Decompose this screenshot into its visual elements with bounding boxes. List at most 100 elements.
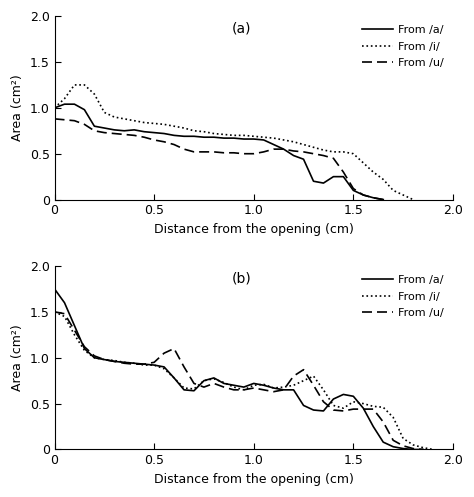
- From /a/: [281, 146, 286, 152]
- From /i/: [271, 135, 276, 141]
- From /i/: [201, 378, 207, 384]
- From /i/: [62, 314, 67, 320]
- From /i/: [201, 129, 207, 135]
- From /i/: [101, 109, 107, 115]
- From /a/: [62, 300, 67, 306]
- From /a/: [72, 101, 77, 107]
- From /u/: [231, 150, 237, 156]
- From /a/: [111, 358, 117, 364]
- From /a/: [360, 192, 366, 198]
- From /u/: [401, 443, 406, 449]
- From /i/: [360, 401, 366, 407]
- From /a/: [340, 173, 346, 179]
- From /i/: [330, 403, 336, 409]
- From /u/: [350, 185, 356, 191]
- From /u/: [360, 192, 366, 198]
- From /a/: [271, 385, 276, 391]
- Text: (b): (b): [232, 271, 252, 285]
- From /a/: [340, 392, 346, 398]
- From /u/: [211, 380, 217, 386]
- From /i/: [72, 332, 77, 338]
- From /i/: [62, 96, 67, 102]
- From /a/: [420, 446, 426, 452]
- From /i/: [151, 362, 157, 368]
- From /a/: [191, 388, 197, 394]
- From /i/: [161, 121, 167, 127]
- From /u/: [391, 437, 396, 443]
- From /i/: [301, 142, 306, 148]
- From /u/: [301, 149, 306, 155]
- From /a/: [201, 134, 207, 140]
- From /i/: [241, 387, 246, 393]
- From /i/: [211, 131, 217, 137]
- From /u/: [380, 197, 386, 203]
- Text: (a): (a): [232, 21, 252, 36]
- From /u/: [62, 117, 67, 123]
- From /i/: [131, 118, 137, 124]
- From /a/: [360, 405, 366, 411]
- From /i/: [231, 132, 237, 138]
- From /i/: [320, 387, 326, 393]
- From /a/: [82, 345, 87, 351]
- Line: From /a/: From /a/: [55, 289, 423, 449]
- From /i/: [121, 359, 127, 365]
- From /u/: [320, 153, 326, 159]
- From /u/: [211, 149, 217, 155]
- From /a/: [101, 125, 107, 131]
- From /u/: [151, 137, 157, 143]
- From /u/: [261, 387, 266, 393]
- From /u/: [330, 156, 336, 162]
- From /u/: [370, 195, 376, 201]
- From /a/: [151, 130, 157, 136]
- From /i/: [52, 309, 57, 315]
- From /u/: [181, 364, 187, 370]
- From /u/: [261, 149, 266, 155]
- From /u/: [121, 360, 127, 366]
- X-axis label: Distance from the opening (cm): Distance from the opening (cm): [154, 473, 354, 486]
- Line: From /u/: From /u/: [55, 119, 383, 200]
- From /u/: [82, 344, 87, 350]
- From /i/: [151, 120, 157, 126]
- From /a/: [350, 187, 356, 193]
- Legend: From /a/, From /i/, From /u/: From /a/, From /i/, From /u/: [358, 271, 447, 322]
- From /a/: [141, 129, 147, 135]
- From /i/: [91, 355, 97, 361]
- From /u/: [111, 131, 117, 137]
- From /a/: [310, 407, 316, 413]
- From /u/: [201, 149, 207, 155]
- From /u/: [360, 406, 366, 412]
- From /i/: [111, 357, 117, 363]
- From /a/: [72, 323, 77, 329]
- From /i/: [82, 82, 87, 88]
- From /u/: [350, 406, 356, 412]
- Y-axis label: Area (cm²): Area (cm²): [11, 75, 24, 141]
- From /u/: [111, 358, 117, 364]
- From /i/: [101, 356, 107, 362]
- From /a/: [330, 173, 336, 179]
- From /u/: [281, 387, 286, 393]
- From /a/: [241, 384, 246, 390]
- From /i/: [82, 347, 87, 353]
- From /a/: [241, 136, 246, 142]
- From /i/: [181, 385, 187, 391]
- Line: From /i/: From /i/: [55, 85, 413, 200]
- From /a/: [82, 107, 87, 113]
- From /a/: [121, 128, 127, 134]
- From /u/: [161, 139, 167, 145]
- From /a/: [161, 364, 167, 370]
- From /u/: [380, 419, 386, 425]
- From /i/: [131, 360, 137, 366]
- Legend: From /a/, From /i/, From /u/: From /a/, From /i/, From /u/: [358, 22, 447, 72]
- From /i/: [420, 445, 426, 451]
- From /a/: [320, 408, 326, 414]
- From /u/: [251, 151, 256, 157]
- From /i/: [430, 446, 436, 452]
- From /a/: [301, 156, 306, 162]
- From /u/: [72, 118, 77, 124]
- From /i/: [301, 378, 306, 384]
- From /a/: [261, 137, 266, 143]
- From /a/: [121, 359, 127, 365]
- From /a/: [320, 180, 326, 186]
- From /u/: [241, 151, 246, 157]
- From /u/: [251, 385, 256, 391]
